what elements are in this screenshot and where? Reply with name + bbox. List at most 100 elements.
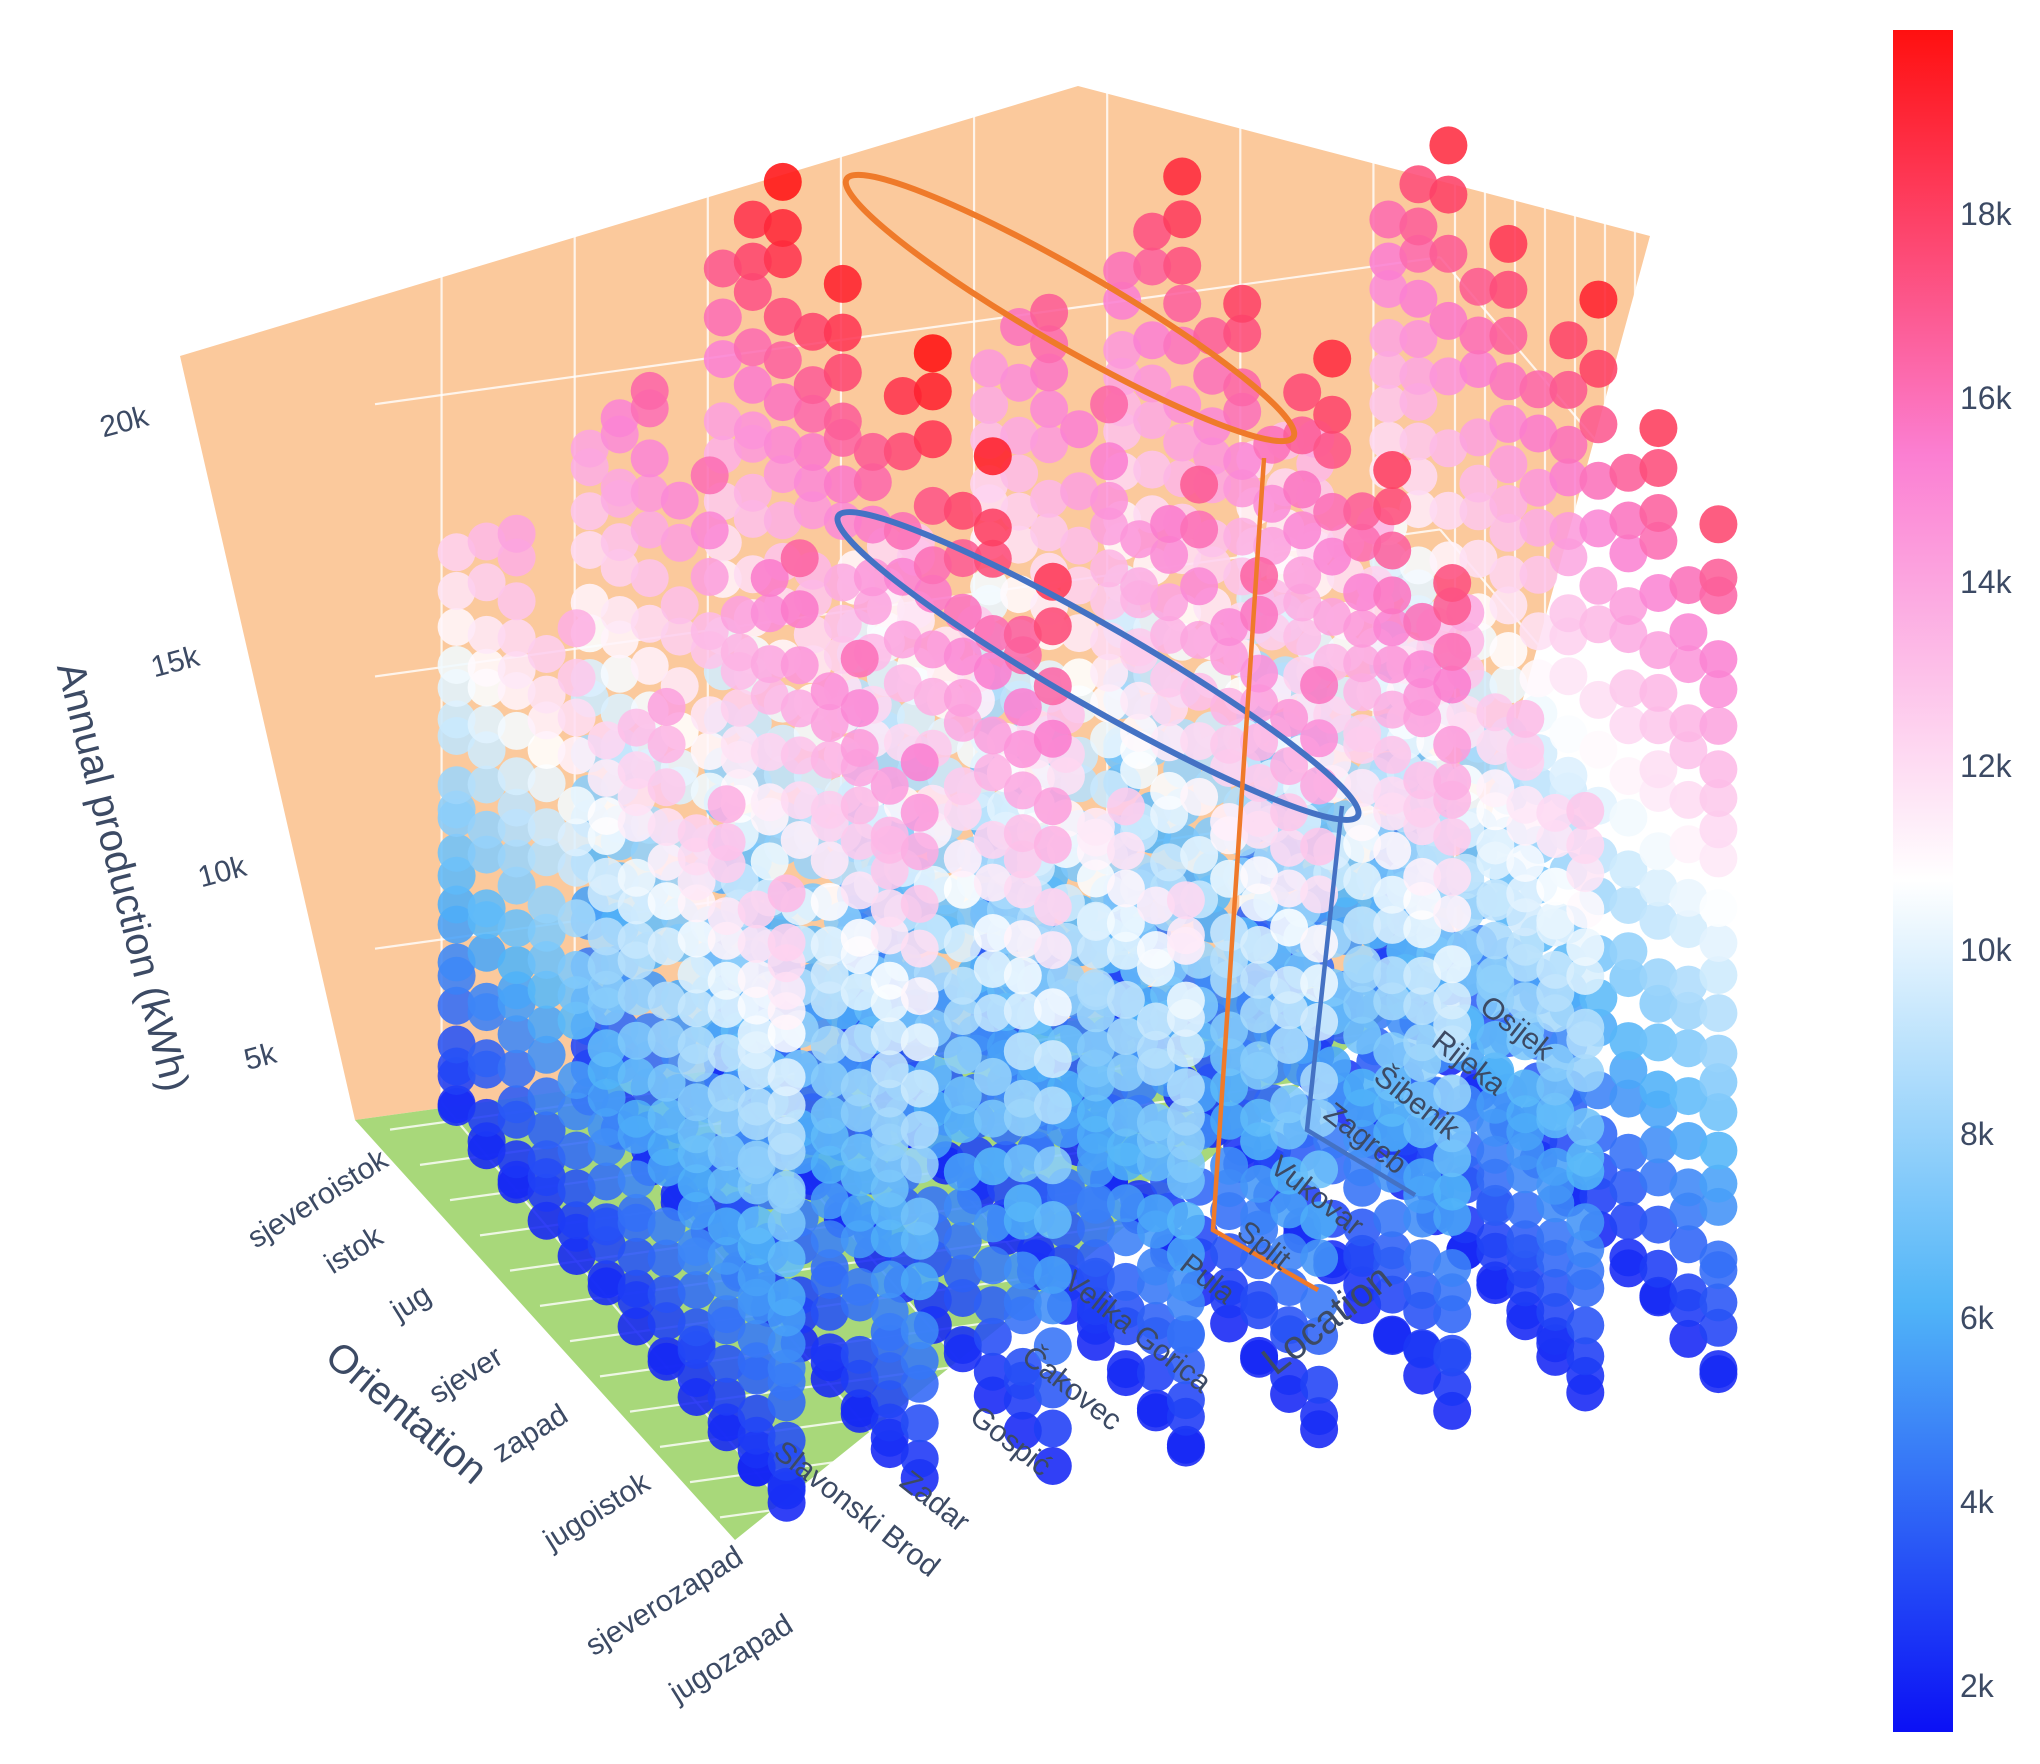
data-point (1536, 1268, 1575, 1307)
data-point (1536, 820, 1575, 858)
data-point (1300, 1284, 1339, 1322)
data-point (1459, 464, 1498, 503)
data-point (1343, 862, 1382, 901)
data-point (1566, 1203, 1605, 1242)
data-point (1033, 607, 1072, 646)
data-point (810, 790, 849, 829)
data-point (1033, 719, 1072, 758)
data-point (647, 1128, 686, 1167)
data-point (1506, 982, 1545, 1021)
data-point (900, 929, 939, 968)
data-point (810, 703, 849, 742)
colorbar-ticks: 2k 4k 6k 8k 10k 12k 14k 16k 18k (1960, 196, 2013, 1704)
data-point (1399, 234, 1438, 273)
data-point (1240, 764, 1279, 802)
data-point (823, 353, 862, 392)
data-point (1033, 1086, 1072, 1125)
data-point (1489, 586, 1528, 625)
data-point (467, 522, 506, 561)
data-point (1433, 945, 1472, 984)
data-point (1579, 461, 1618, 500)
data-point (1166, 1425, 1205, 1464)
data-point (1609, 1238, 1648, 1277)
data-point (1003, 870, 1042, 909)
data-point (1566, 928, 1605, 967)
data-point (1429, 126, 1468, 165)
data-point (1609, 1051, 1648, 1090)
data-point (1609, 501, 1648, 540)
data-point (1313, 395, 1352, 434)
data-point (1433, 564, 1472, 602)
data-point (900, 1439, 939, 1478)
data-point (840, 689, 879, 728)
data-point (840, 1335, 879, 1374)
data-point (1033, 1256, 1072, 1294)
data-point (677, 919, 716, 958)
data-point (870, 1380, 909, 1419)
data-point (1300, 1365, 1339, 1404)
data-point (1300, 1201, 1339, 1240)
data-point (793, 366, 832, 405)
data-point (1403, 602, 1442, 641)
data-point (1566, 826, 1605, 865)
data-point (943, 1152, 982, 1191)
data-point (1106, 904, 1145, 943)
data-point (1566, 890, 1605, 929)
data-point (1076, 1094, 1115, 1133)
data-point (1609, 453, 1648, 492)
data-point (737, 1319, 776, 1358)
data-point (870, 816, 909, 855)
data-point (1429, 491, 1468, 530)
data-point (1699, 670, 1738, 709)
data-point (1343, 1068, 1382, 1107)
data-point (1669, 704, 1708, 743)
data-point (737, 960, 776, 998)
data-point (1283, 470, 1322, 509)
data-point (1476, 1184, 1515, 1223)
data-point (1639, 1158, 1678, 1197)
data-point (1476, 1261, 1515, 1300)
data-point (1283, 617, 1322, 656)
data-point (720, 633, 759, 672)
data-point (1403, 1023, 1442, 1062)
data-point (677, 1115, 716, 1154)
data-point (1343, 492, 1382, 531)
data-point (1150, 688, 1189, 727)
data-point (883, 620, 922, 659)
data-point (1566, 1337, 1605, 1376)
data-point (497, 866, 536, 905)
data-point (1343, 644, 1382, 683)
data-point (1536, 793, 1575, 832)
data-point (467, 889, 506, 928)
data-point (1106, 831, 1145, 870)
data-point (1373, 905, 1412, 944)
data-point (810, 841, 849, 880)
data-point (1433, 665, 1472, 704)
data-point (1459, 316, 1498, 355)
data-point (1223, 368, 1262, 407)
data-point (527, 1035, 566, 1074)
data-point (763, 297, 802, 336)
data-point (1609, 1201, 1648, 1240)
data-point (1090, 442, 1129, 481)
data-point (1579, 605, 1618, 644)
data-point (527, 675, 566, 714)
data-point (1639, 1205, 1678, 1244)
data-point (467, 563, 506, 602)
data-point (1180, 722, 1219, 761)
data-point (437, 943, 476, 982)
data-point (1003, 1184, 1042, 1223)
data-point (1549, 715, 1588, 754)
data-point (1133, 401, 1172, 440)
data-point (1270, 1190, 1309, 1229)
data-point (527, 1005, 566, 1044)
data-point (780, 646, 819, 685)
data-point (973, 1204, 1012, 1243)
data-point (467, 1098, 506, 1137)
data-point (733, 499, 772, 538)
data-point (1669, 991, 1708, 1030)
data-point (677, 1308, 716, 1347)
data-point (557, 698, 596, 737)
data-point (1300, 1397, 1339, 1436)
data-point (527, 885, 566, 924)
